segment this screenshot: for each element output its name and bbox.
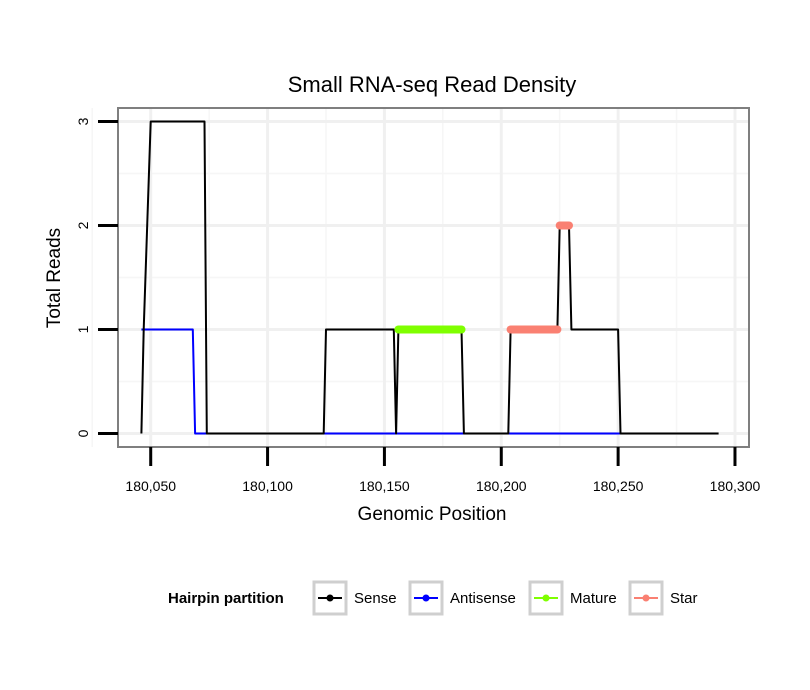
series-antisense-line	[141, 328, 621, 435]
chart-title: Small RNA-seq Read Density	[288, 72, 577, 97]
legend-item-antisense: Antisense	[408, 580, 516, 616]
y-axis: 0 1 2 3	[75, 117, 118, 437]
y-tick-label: 0	[75, 429, 91, 437]
legend-key-point	[326, 594, 334, 602]
legend-title: Hairpin partition	[168, 590, 284, 607]
legend-key-point	[642, 594, 650, 602]
x-tick-label: 180,300	[710, 478, 761, 494]
plot-panel	[91, 107, 750, 448]
legend-label-star: Star	[670, 590, 698, 607]
data-series	[140, 120, 719, 435]
legend-label-antisense: Antisense	[450, 590, 516, 607]
x-tick-label: 180,100	[242, 478, 293, 494]
legend-item-star: Star	[628, 580, 698, 616]
plot-border	[117, 107, 750, 448]
x-axis: 180,050 180,100 180,150 180,200 180,250 180,3…	[125, 447, 760, 494]
x-tick-label: 180,250	[593, 478, 644, 494]
y-tick-label: 3	[75, 117, 91, 125]
y-axis-title: Total Reads	[44, 228, 65, 328]
x-tick-label: 180,050	[125, 478, 176, 494]
legend-label-sense: Sense	[354, 590, 397, 607]
y-tick-label: 1	[75, 325, 91, 333]
legend-label-mature: Mature	[570, 590, 617, 607]
x-tick-label: 180,150	[359, 478, 410, 494]
legend-key-point	[422, 594, 430, 602]
legend: Hairpin partition Sense Antisense Mature St…	[168, 580, 698, 616]
x-axis-title: Genomic Position	[358, 504, 507, 525]
legend-item-sense: Sense	[312, 580, 397, 616]
legend-item-mature: Mature	[528, 580, 617, 616]
x-tick-label: 180,200	[476, 478, 527, 494]
legend-key-point	[542, 594, 550, 602]
y-tick-label: 2	[75, 221, 91, 229]
